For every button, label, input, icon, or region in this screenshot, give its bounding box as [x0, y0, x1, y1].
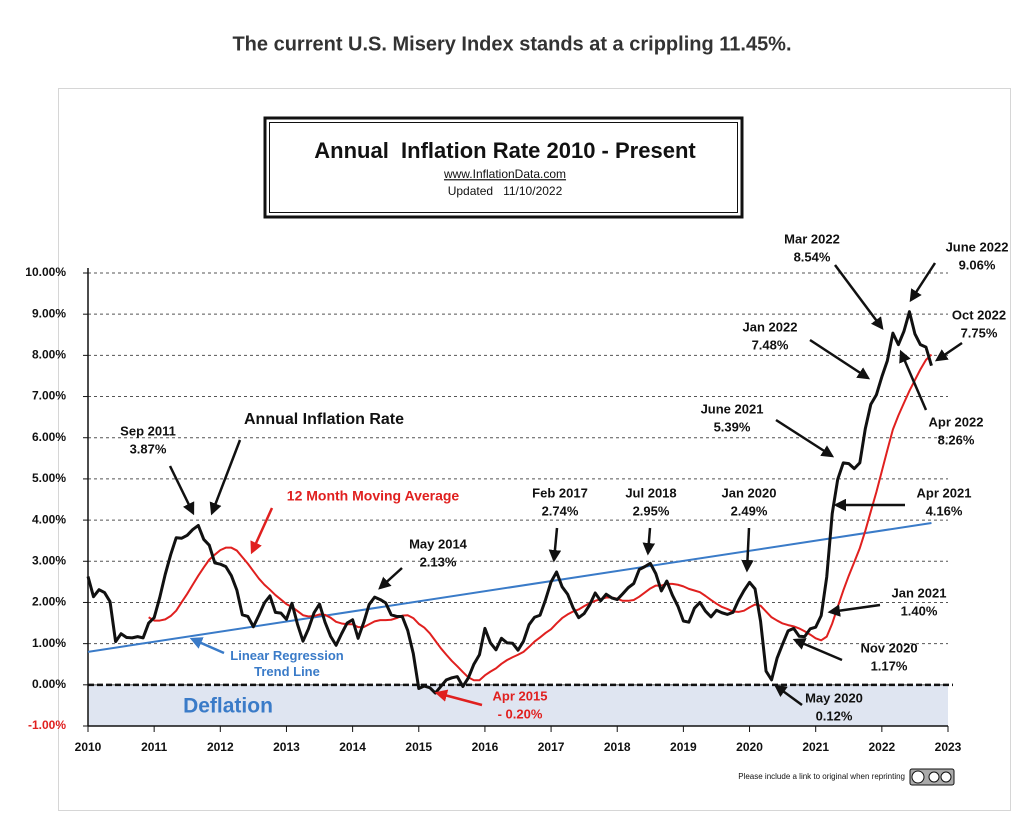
annotation-text: 1.17%	[871, 658, 908, 673]
series-label: Annual Inflation Rate	[244, 411, 404, 428]
y-tick-label: 6.00%	[32, 430, 66, 444]
annotation-text: - 0.20%	[498, 706, 543, 721]
trend-label-box: Linear Regression Trend Line	[230, 648, 344, 679]
annotation-text: Oct 2022	[952, 307, 1006, 322]
annotation-arrow	[833, 264, 884, 331]
plot: Deflation -1.00% 0.00% 1.00% 2.00% 3.00% 4.00%…	[25, 231, 1008, 754]
annotation-text: June 2022	[946, 239, 1009, 254]
x-tick-label: 2021	[802, 740, 829, 754]
page-heading: The current U.S. Misery Index stands at …	[232, 33, 791, 55]
annotation-arrow	[548, 527, 562, 563]
series-label-arrow	[209, 439, 242, 516]
x-tick-label: 2014	[339, 740, 366, 754]
annotation-text: Apr 2021	[917, 485, 972, 500]
annotation-text: June 2021	[701, 401, 764, 416]
x-tick-label: 2016	[472, 740, 499, 754]
annotation-text: Nov 2020	[860, 640, 917, 655]
annotation-arrow	[809, 338, 871, 380]
annotation-text: 3.87%	[130, 441, 167, 456]
annotation-text: 2.74%	[542, 503, 579, 518]
annotation-text: 2.13%	[420, 554, 457, 569]
title-box-inner	[269, 122, 738, 213]
deflation-label: Deflation	[183, 695, 273, 718]
annotation-text: Apr 2015	[493, 688, 548, 703]
trend-line	[87, 521, 932, 653]
annotation-arrow	[642, 527, 656, 556]
deflation-band	[88, 684, 948, 726]
annotation-text: 8.54%	[794, 249, 831, 264]
y-tick-label: 4.00%	[32, 512, 66, 526]
x-tick-label: 2010	[75, 740, 102, 754]
y-tick-label: 7.00%	[32, 389, 66, 403]
moving-average-line	[148, 353, 933, 682]
y-tick-label: -1.00%	[28, 718, 66, 732]
y-tick-label: 5.00%	[32, 471, 66, 485]
trend-label-arrow	[189, 637, 225, 655]
annotation-arrow	[378, 567, 403, 590]
y-tick-label: 3.00%	[32, 553, 66, 567]
trend-label: Linear Regression Trend Line	[230, 648, 344, 679]
y-tick-label: 2.00%	[32, 595, 66, 609]
x-tick-label: 2012	[207, 740, 234, 754]
annotation-text: 0.12%	[816, 708, 853, 723]
x-tick-label: 2023	[935, 740, 962, 754]
series-label: 12 Month Moving Average	[287, 488, 460, 504]
chart-title: Annual Inflation Rate 2010 - Present	[314, 138, 696, 163]
x-tick-label: 2015	[405, 740, 432, 754]
x-tick-label: 2020	[736, 740, 763, 754]
annotation-text: 2.95%	[633, 503, 670, 518]
y-tick-label: 9.00%	[32, 306, 66, 320]
license-icon	[909, 768, 955, 786]
annotation-text: Apr 2022	[929, 414, 984, 429]
annotation-arrow	[434, 689, 483, 707]
annotation-text: 1.40%	[901, 603, 938, 618]
annotation-text: Sep 2011	[120, 423, 176, 438]
y-tick-label: 0.00%	[32, 677, 66, 691]
annotation-arrow	[775, 418, 835, 458]
x-tick-label: 2019	[670, 740, 697, 754]
annotation-text: 7.48%	[752, 337, 789, 352]
y-tick-label: 1.00%	[32, 636, 66, 650]
annotation-text: 5.39%	[714, 419, 751, 434]
title-box	[263, 116, 744, 219]
annotation-text: Jul 2018	[625, 485, 676, 500]
inflation-line	[86, 310, 933, 695]
annotation-arrow	[773, 684, 803, 707]
series-label-arrow	[250, 507, 274, 555]
annotation-text: 7.75%	[961, 325, 998, 340]
y-tick-label: 8.00%	[32, 348, 66, 362]
annotation-arrow	[168, 465, 195, 516]
annotation-arrow	[934, 341, 963, 362]
annotation-arrow	[899, 349, 928, 411]
x-tick-label: 2011	[141, 740, 167, 754]
annotation-text: Jan 2022	[743, 319, 798, 334]
x-tick-label: 2013	[273, 740, 300, 754]
annotation-text: 2.49%	[731, 503, 768, 518]
y-tick-label: 10.00%	[25, 265, 66, 279]
annotation-text: Feb 2017	[532, 485, 588, 500]
chart-updated: Updated 11/10/2022	[448, 184, 563, 198]
annotation-text: 8.26%	[938, 432, 975, 447]
chart-subtitle: www.InflationData.com	[443, 167, 566, 181]
annotation-arrow	[792, 638, 843, 662]
annotation-arrow	[909, 262, 937, 303]
annotation-text: 4.16%	[926, 503, 963, 518]
annotation-text: 9.06%	[959, 257, 996, 272]
x-tick-label: 2022	[868, 740, 895, 754]
annotation-text: Mar 2022	[784, 231, 840, 246]
annotation-text: Jan 2021	[892, 585, 947, 600]
annotation-arrow	[827, 603, 881, 617]
x-tick-label: 2018	[604, 740, 631, 754]
credit-note: Please include a link to original when r…	[738, 772, 905, 781]
annotation-arrow	[741, 527, 754, 573]
annotation-text: Jan 2020	[722, 485, 777, 500]
annotation-text: May 2014	[409, 536, 468, 551]
annotation-text: May 2020	[805, 690, 863, 705]
x-tick-label: 2017	[538, 740, 565, 754]
